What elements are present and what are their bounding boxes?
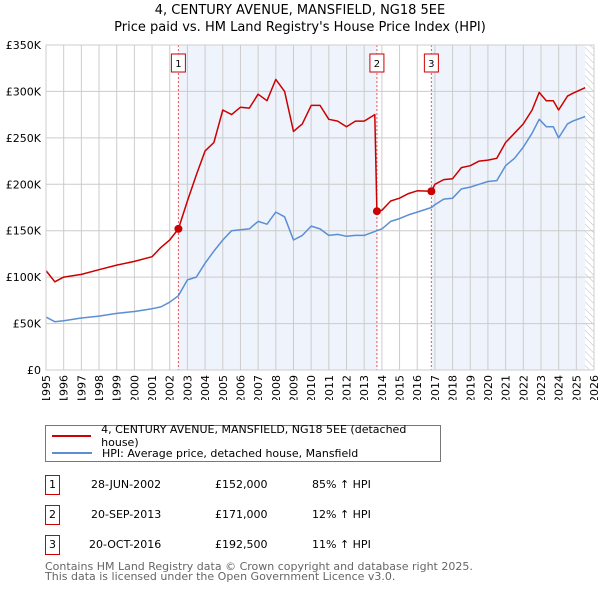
- sale-row: 1 28-JUN-2002 £152,000 85% ↑ HPI: [45, 475, 465, 495]
- sale-point: [372, 207, 381, 216]
- sale-point: [174, 224, 183, 233]
- y-tick-label: £200K: [6, 178, 42, 191]
- x-tick-label: 2025: [570, 375, 583, 400]
- legend-item-hpi: HPI: Average price, detached house, Mans…: [52, 445, 358, 461]
- y-tick-label: £50K: [13, 318, 42, 331]
- sale-point: [427, 187, 436, 196]
- x-tick-label: 2008: [270, 375, 283, 400]
- x-tick-label: 2019: [464, 375, 477, 400]
- future-hatch: [585, 45, 594, 370]
- x-tick-label: 2000: [128, 375, 141, 400]
- x-tick-label: 2023: [535, 375, 548, 400]
- x-tick-label: 2011: [323, 375, 336, 400]
- shaded-period-2: [431, 45, 586, 370]
- x-tick-label: 1996: [58, 375, 71, 400]
- shaded-period-1: [178, 45, 377, 370]
- chart-subtitle: Price paid vs. HM Land Registry's House …: [114, 20, 486, 35]
- y-tick-label: £300K: [6, 85, 42, 98]
- sale-row: 2 20-SEP-2013 £171,000 12% ↑ HPI: [45, 505, 465, 525]
- sale-date: 28-JUN-2002: [91, 478, 162, 491]
- legend: 4, CENTURY AVENUE, MANSFIELD, NG18 5EE (…: [45, 423, 441, 462]
- y-tick-label: £0: [27, 364, 41, 377]
- x-tick-label: 2001: [146, 375, 159, 400]
- footer-copyright: Contains HM Land Registry data © Crown c…: [45, 560, 473, 573]
- legend-label: 4, CENTURY AVENUE, MANSFIELD, NG18 5EE (…: [101, 423, 407, 449]
- x-tick-label: 2016: [411, 375, 424, 400]
- x-tick-label: 2017: [429, 375, 442, 400]
- sale-label-number: 1: [175, 59, 181, 70]
- x-tick-label: 2020: [482, 375, 495, 400]
- sale-marker-badge: 3: [45, 535, 60, 555]
- x-tick-label: 2021: [500, 375, 513, 400]
- sale-label-number: 2: [374, 59, 380, 70]
- sale-price: £152,000: [215, 478, 268, 491]
- sale-marker-badge: 1: [45, 475, 60, 495]
- sale-date: 20-SEP-2013: [91, 508, 162, 521]
- x-tick-label: 2006: [234, 375, 247, 400]
- sale-label-box: [369, 53, 385, 73]
- y-tick-label: £150K: [6, 225, 42, 238]
- legend-swatch-red: [52, 435, 92, 437]
- x-tick-label: 2013: [358, 375, 371, 400]
- x-tick-label: 2022: [517, 375, 530, 400]
- x-tick-label: 1998: [93, 375, 106, 400]
- sale-hpi-diff: 12% ↑ HPI: [312, 508, 371, 521]
- x-tick-label: 2014: [376, 375, 389, 400]
- sale-row: 3 20-OCT-2016 £192,500 11% ↑ HPI: [45, 535, 465, 555]
- plot-border: [45, 44, 595, 371]
- y-tick-label: £350K: [6, 39, 42, 52]
- y-tick-label: £100K: [6, 271, 42, 284]
- x-tick-label: 2002: [164, 375, 177, 400]
- sale-hpi-diff: 85% ↑ HPI: [312, 478, 371, 491]
- x-tick-label: 2005: [217, 375, 230, 400]
- x-tick-label: 2024: [553, 375, 566, 400]
- x-tick-label: 1997: [75, 375, 88, 400]
- footer-licence: This data is licensed under the Open Gov…: [45, 570, 396, 583]
- price-paid-line: [45, 78, 586, 283]
- sale-price: £171,000: [215, 508, 268, 521]
- x-tick-label: 2015: [394, 375, 407, 400]
- x-tick-label: 1995: [40, 375, 53, 400]
- x-tick-label: 2007: [252, 375, 265, 400]
- sale-label-number: 3: [428, 59, 434, 70]
- x-tick-label: 2004: [199, 375, 212, 400]
- x-tick-label: 2018: [447, 375, 460, 400]
- legend-item-property: 4, CENTURY AVENUE, MANSFIELD, NG18 5EE (…: [52, 423, 440, 449]
- x-tick-label: 1999: [111, 375, 124, 400]
- legend-swatch-blue: [52, 452, 92, 454]
- sale-marker-badge: 2: [45, 505, 60, 525]
- legend-label: HPI: Average price, detached house, Mans…: [102, 446, 359, 460]
- sale-label-box: [170, 53, 186, 73]
- sale-date: 20-OCT-2016: [89, 538, 162, 551]
- hpi-line: [45, 115, 586, 323]
- sale-label-box: [423, 53, 439, 73]
- x-tick-label: 2003: [181, 375, 194, 400]
- chart-title: 4, CENTURY AVENUE, MANSFIELD, NG18 5EE: [154, 3, 446, 18]
- price-chart: 1995 1996 1997 1998 1999 2000 2001 2002 2003 2004…: [6, 39, 600, 400]
- x-tick-label: 2010: [305, 375, 318, 400]
- x-tick-label: 2009: [287, 375, 300, 400]
- sale-hpi-diff: 11% ↑ HPI: [312, 538, 371, 551]
- x-tick-label: 2012: [341, 375, 354, 400]
- y-tick-label: £250K: [6, 132, 42, 145]
- x-tick-label: 2026: [588, 375, 600, 400]
- sale-price: £192,500: [215, 538, 268, 551]
